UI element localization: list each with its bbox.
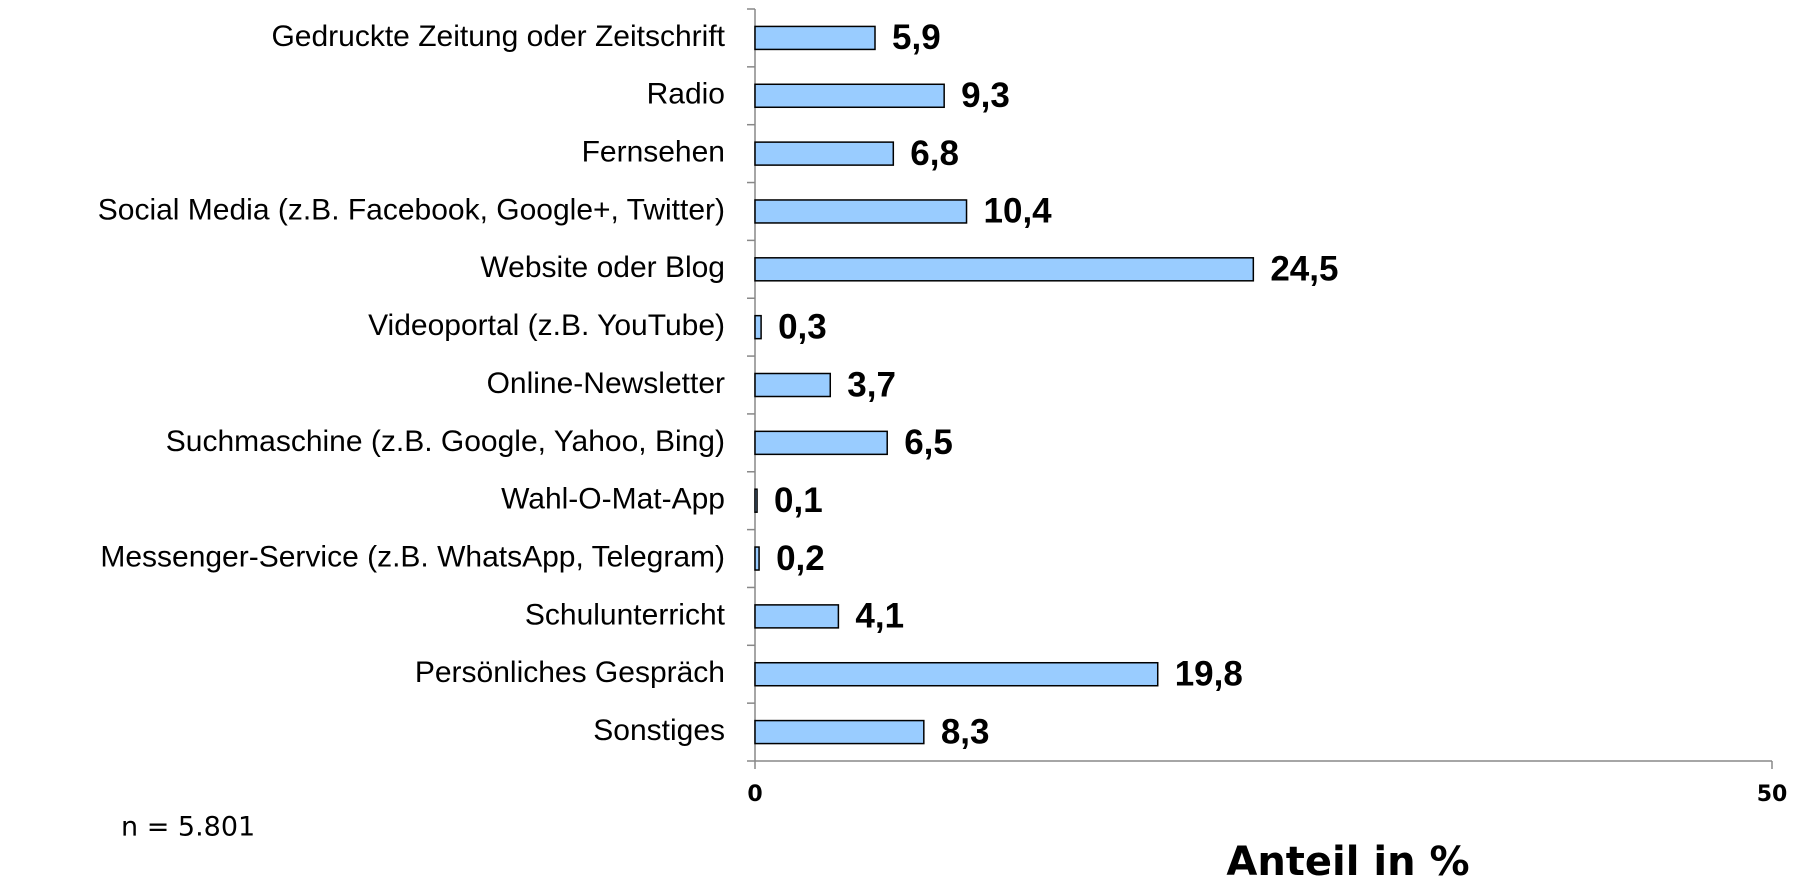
y-tick-label: Wahl-O-Mat-App: [501, 483, 725, 516]
value-label: 0,3: [778, 307, 827, 346]
bar: [754, 719, 925, 745]
bar: [754, 257, 1255, 282]
y-tick-label: Sonstiges: [593, 714, 725, 747]
x-axis-label: Anteil in %: [1226, 839, 1469, 876]
y-tick-label: Social Media (z.B. Facebook, Google+, Tw…: [98, 193, 725, 226]
bar: [754, 141, 895, 166]
bar: [754, 314, 762, 340]
y-tick-label: Fernsehen: [582, 136, 725, 169]
y-tick-label: Suchmaschine (z.B. Google, Yahoo, Bing): [166, 425, 725, 458]
y-tick-label: Persönliches Gespräch: [415, 656, 725, 689]
value-label: 6,5: [904, 423, 953, 462]
value-label: 3,7: [847, 365, 896, 404]
bar: [754, 661, 1159, 687]
bar: [754, 604, 840, 629]
value-label: 9,3: [961, 76, 1010, 115]
x-tick-label: 0: [747, 782, 762, 807]
value-label: 24,5: [1270, 250, 1338, 289]
y-tick-label: Radio: [647, 78, 725, 111]
value-label: 0,1: [774, 481, 823, 520]
value-label: 10,4: [984, 192, 1053, 231]
y-tick-label: Online-Newsletter: [487, 367, 725, 400]
bar: [754, 546, 760, 571]
value-label: 4,1: [855, 597, 904, 636]
value-label: 8,3: [941, 712, 990, 751]
bar: [754, 83, 945, 109]
y-tick-label: Schulunterricht: [525, 598, 726, 631]
value-label: 0,2: [776, 539, 825, 578]
y-tick-label: Gedruckte Zeitung oder Zeitschrift: [271, 20, 725, 53]
bar: [754, 430, 888, 456]
bar: [754, 199, 968, 224]
x-tick-label: 50: [1757, 782, 1788, 807]
y-tick-label: Messenger-Service (z.B. WhatsApp, Telegr…: [100, 540, 725, 573]
bar: [754, 25, 876, 51]
y-tick-label: Videoportal (z.B. YouTube): [368, 309, 725, 342]
note: n = 5.801: [121, 812, 255, 843]
bar: [754, 372, 832, 398]
y-tick-label: Website oder Blog: [480, 251, 725, 284]
bar: [754, 488, 758, 513]
value-label: 5,9: [892, 18, 941, 57]
value-label: 19,8: [1175, 654, 1243, 693]
value-label: 6,8: [910, 134, 959, 173]
